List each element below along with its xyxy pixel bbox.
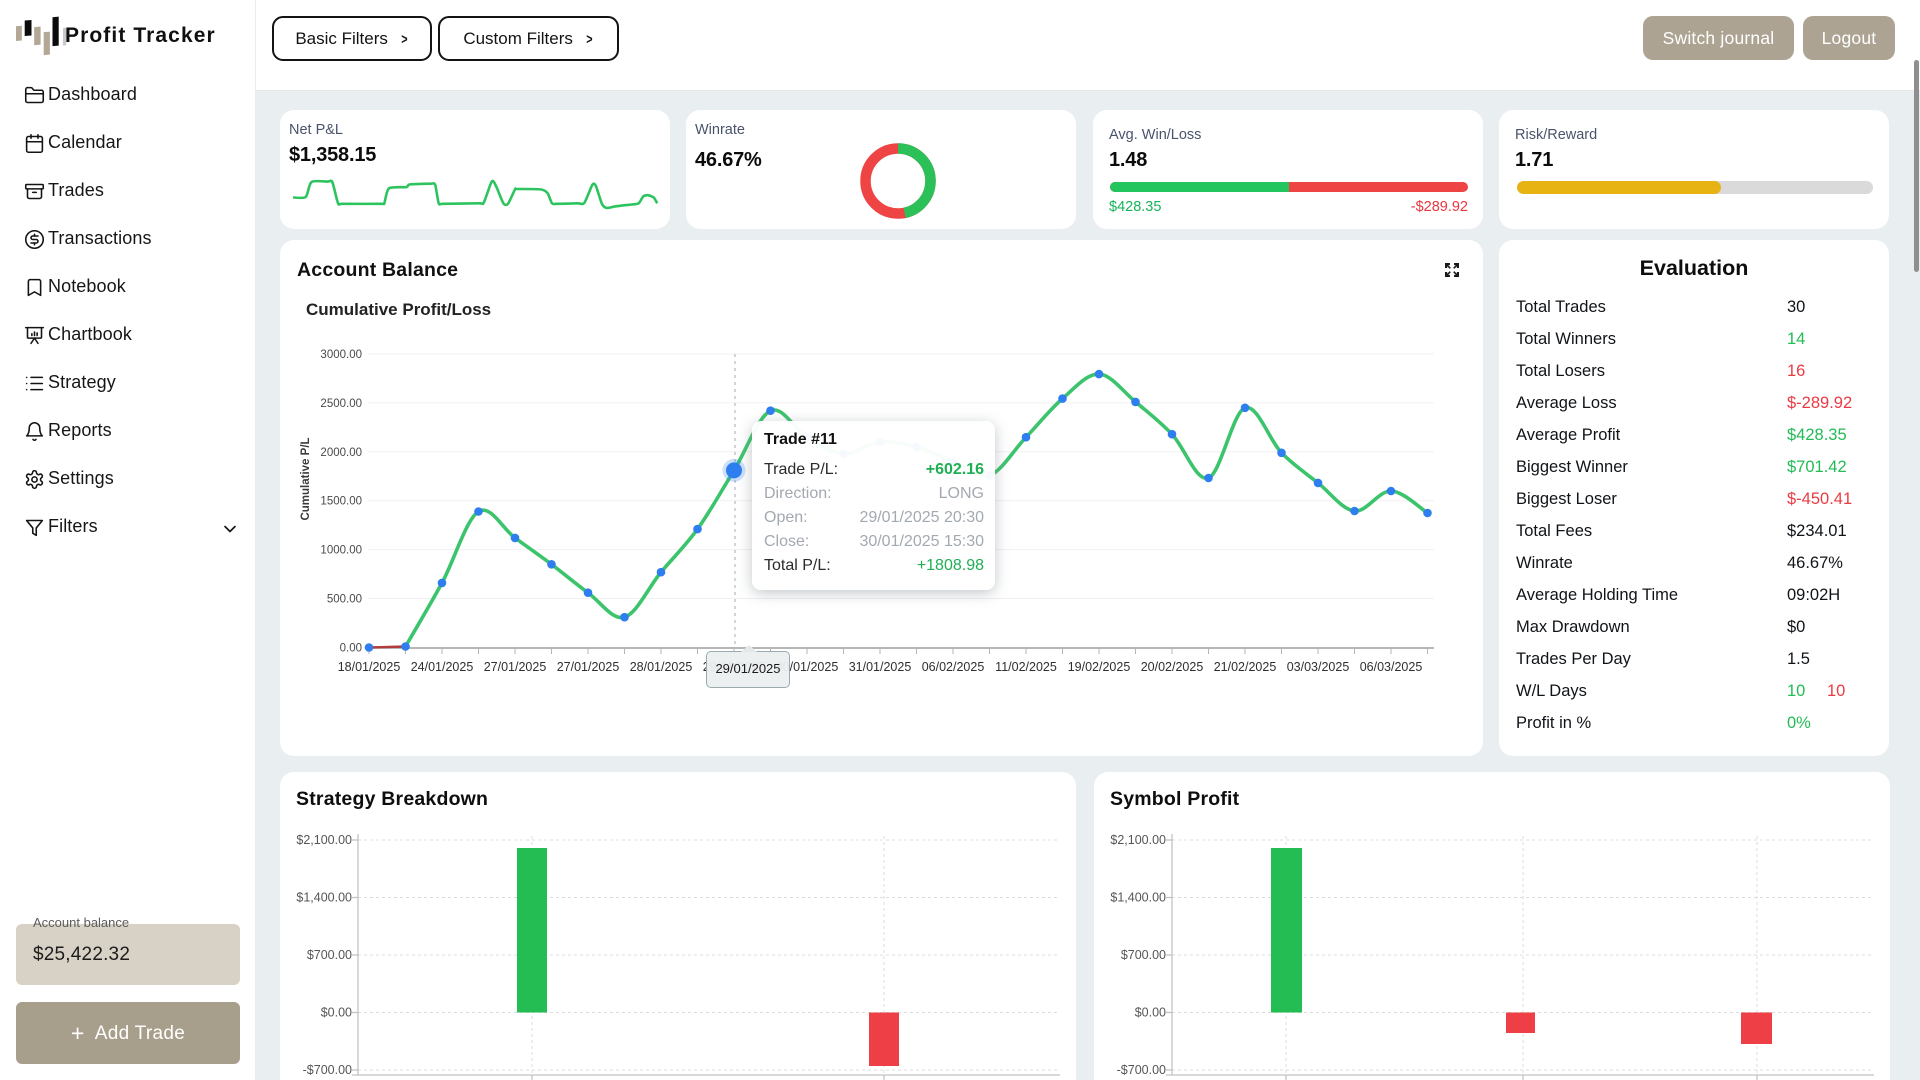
svg-text:500.00: 500.00: [327, 594, 362, 606]
svg-text:$2,100.00: $2,100.00: [1110, 833, 1166, 847]
svg-text:27/01/2025: 27/01/2025: [484, 660, 547, 674]
svg-text:2500.00: 2500.00: [320, 398, 362, 410]
svg-text:20/02/2025: 20/02/2025: [1141, 660, 1204, 674]
svg-text:30/01/2025: 30/01/2025: [776, 660, 839, 674]
svg-text:0.00: 0.00: [340, 642, 362, 654]
svg-text:24/01/2025: 24/01/2025: [411, 660, 474, 674]
svg-text:06/03/2025: 06/03/2025: [1360, 660, 1423, 674]
svg-text:2000.00: 2000.00: [320, 447, 362, 459]
svg-text:28/01/2025: 28/01/2025: [630, 660, 693, 674]
svg-text:$0.00: $0.00: [1135, 1006, 1166, 1020]
svg-text:1000.00: 1000.00: [320, 545, 362, 557]
svg-text:06/02/2025: 06/02/2025: [922, 660, 985, 674]
svg-text:19/02/2025: 19/02/2025: [1068, 660, 1131, 674]
svg-text:Cumulative P/L: Cumulative P/L: [300, 437, 312, 520]
svg-text:$700.00: $700.00: [1121, 948, 1166, 962]
svg-text:$0.00: $0.00: [321, 1006, 352, 1020]
svg-text:27/01/2025: 27/01/2025: [557, 660, 620, 674]
svg-text:1500.00: 1500.00: [320, 496, 362, 508]
svg-text:-$700.00: -$700.00: [1117, 1063, 1166, 1077]
svg-text:$2,100.00: $2,100.00: [296, 833, 352, 847]
svg-text:-$700.00: -$700.00: [303, 1063, 352, 1077]
svg-text:$700.00: $700.00: [307, 948, 352, 962]
svg-text:$1,400.00: $1,400.00: [296, 891, 352, 905]
svg-text:31/01/2025: 31/01/2025: [849, 660, 912, 674]
svg-text:18/01/2025: 18/01/2025: [338, 660, 401, 674]
svg-text:11/02/2025: 11/02/2025: [995, 660, 1057, 674]
svg-text:3000.00: 3000.00: [320, 349, 362, 361]
svg-text:$1,400.00: $1,400.00: [1110, 891, 1166, 905]
svg-text:21/02/2025: 21/02/2025: [1214, 660, 1277, 674]
svg-text:03/03/2025: 03/03/2025: [1287, 660, 1350, 674]
